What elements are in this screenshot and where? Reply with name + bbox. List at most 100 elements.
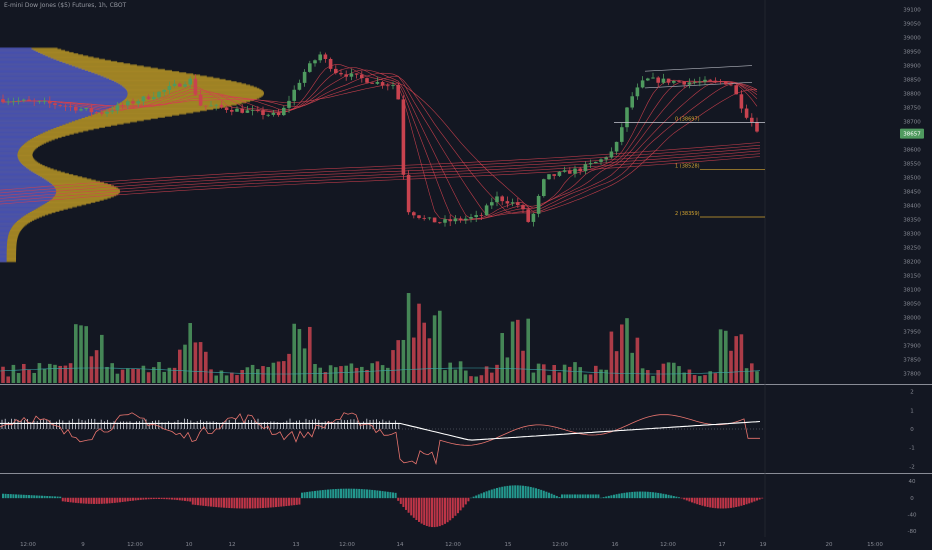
candle-body bbox=[354, 73, 359, 75]
profile-row-sell bbox=[0, 247, 17, 251]
histogram-bar bbox=[43, 495, 46, 499]
candle-body bbox=[349, 73, 354, 77]
oscillator-panel bbox=[0, 412, 763, 466]
profile-row-buy bbox=[0, 51, 41, 55]
histogram-bar bbox=[636, 491, 639, 499]
profile-row-sell bbox=[0, 235, 18, 238]
candle-body bbox=[250, 109, 255, 111]
volume-bar bbox=[724, 330, 728, 383]
candle-body bbox=[739, 94, 744, 109]
histogram-bar bbox=[329, 489, 332, 499]
volume-bar bbox=[495, 364, 499, 383]
histogram-bar bbox=[652, 492, 654, 499]
histogram-bar bbox=[173, 497, 176, 500]
candle-body bbox=[297, 82, 302, 90]
profile-row-buy bbox=[0, 247, 7, 251]
histogram-bar bbox=[113, 497, 116, 503]
histogram-bar bbox=[246, 497, 249, 509]
histogram-bar bbox=[522, 485, 524, 499]
profile-row-buy bbox=[0, 106, 109, 110]
volume-bar bbox=[89, 356, 94, 383]
osc-tick-label: -1 bbox=[909, 446, 914, 452]
long-ma-line bbox=[0, 156, 761, 205]
candle-body bbox=[339, 73, 343, 75]
profile-row-buy bbox=[0, 128, 51, 131]
profile-row-buy bbox=[0, 176, 43, 179]
price-tick-label: 38050 bbox=[903, 301, 921, 307]
time-tick-label: 12:00 bbox=[127, 542, 143, 548]
histogram-bar bbox=[680, 497, 683, 499]
profile-row-buy bbox=[0, 70, 92, 74]
histogram-bar bbox=[535, 488, 537, 499]
histogram-bar bbox=[59, 496, 62, 499]
candle-body bbox=[230, 110, 234, 112]
histogram-bar bbox=[220, 497, 223, 508]
profile-row-buy bbox=[0, 216, 22, 219]
profile-row-sell bbox=[0, 260, 17, 263]
profile-row-sell bbox=[0, 76, 214, 79]
grid bbox=[0, 0, 932, 537]
candle-body bbox=[443, 219, 447, 223]
histogram-bar bbox=[405, 497, 407, 510]
profile-row-buy bbox=[0, 111, 98, 114]
volume-bar bbox=[32, 372, 36, 383]
time-tick-label: 15 bbox=[505, 542, 512, 548]
profile-row-buy bbox=[0, 49, 36, 52]
profile-row-buy bbox=[0, 180, 50, 183]
histogram-bar bbox=[137, 497, 140, 501]
histogram-bar bbox=[584, 494, 587, 499]
histogram-bar bbox=[748, 497, 751, 504]
volume-bar bbox=[105, 366, 109, 383]
profile-row-sell bbox=[0, 253, 17, 256]
profile-row-buy bbox=[0, 53, 43, 56]
profile-row-buy bbox=[0, 83, 121, 86]
profile-row-buy bbox=[0, 253, 7, 256]
profile-row-buy bbox=[0, 103, 117, 106]
histogram-bar bbox=[249, 497, 251, 509]
candle-body bbox=[656, 77, 660, 83]
volume-bar bbox=[245, 367, 250, 383]
histogram-bar bbox=[589, 494, 592, 499]
volume-bar bbox=[578, 367, 582, 383]
histogram-bar bbox=[25, 494, 28, 499]
profile-row-buy bbox=[0, 74, 101, 77]
histogram-bar bbox=[451, 497, 454, 519]
candle-body bbox=[11, 101, 16, 103]
profile-row-buy bbox=[0, 131, 43, 134]
histogram-bar bbox=[376, 490, 379, 499]
candle-body bbox=[84, 107, 88, 110]
profile-row-buy bbox=[0, 68, 85, 71]
profile-row-buy bbox=[0, 162, 23, 165]
histogram-bar bbox=[597, 494, 600, 499]
candle-body bbox=[682, 81, 686, 85]
time-axis[interactable]: 12:00 9 12:00 10 12 13 12:00 14 12:00 15 12:00 16 12… bbox=[20, 542, 883, 548]
histogram-bar bbox=[69, 497, 72, 503]
price-tick-label: 38300 bbox=[903, 231, 921, 237]
candle-body bbox=[490, 202, 494, 206]
profile-row-buy bbox=[0, 191, 56, 195]
histogram-bar bbox=[51, 496, 54, 499]
candle-body bbox=[74, 106, 78, 111]
profile-row-buy bbox=[0, 158, 19, 161]
histogram-bar bbox=[412, 497, 415, 518]
candle-body bbox=[167, 86, 172, 90]
price-tick-label: 37900 bbox=[903, 343, 921, 349]
profile-row-buy bbox=[0, 143, 23, 146]
profile-row-sell bbox=[0, 86, 257, 89]
histogram-bar bbox=[462, 497, 465, 508]
histogram-bar bbox=[327, 489, 329, 499]
volume-bar bbox=[630, 352, 634, 383]
volume-bar bbox=[11, 364, 16, 383]
histogram-bar bbox=[277, 497, 280, 507]
candle-body bbox=[479, 215, 484, 216]
profile-row-buy bbox=[0, 178, 46, 181]
candle-body bbox=[734, 85, 738, 95]
histogram-bar bbox=[384, 491, 387, 499]
candle-body bbox=[183, 84, 187, 87]
volume-profile bbox=[0, 47, 264, 263]
profile-row-buy bbox=[0, 125, 57, 129]
price-axis[interactable]: 37800 37850 37900 37950 38000 38050 38100 38150… bbox=[900, 8, 924, 535]
profile-row-sell bbox=[0, 197, 108, 200]
volume-bar bbox=[682, 372, 686, 383]
